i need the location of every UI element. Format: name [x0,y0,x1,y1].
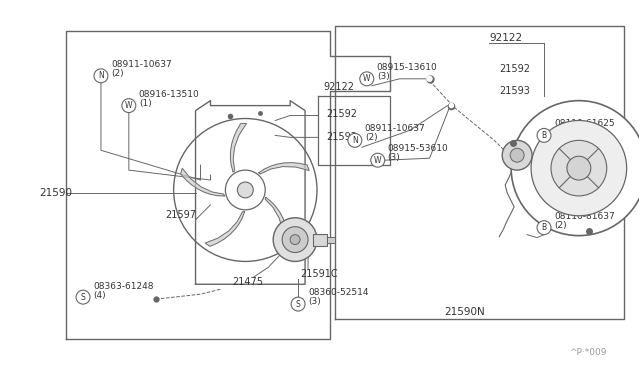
Polygon shape [259,163,309,174]
Text: (2): (2) [111,69,124,78]
Text: 92122: 92122 [489,33,522,43]
Text: 08110-61625: 08110-61625 [554,119,614,128]
Circle shape [290,235,300,244]
Text: 21590N: 21590N [444,307,485,317]
Text: (3): (3) [308,297,321,306]
Text: 08116-81637: 08116-81637 [554,212,615,221]
Text: 08915-13610: 08915-13610 [377,63,438,72]
Circle shape [122,99,136,113]
Text: 08911-10637: 08911-10637 [365,124,426,134]
Text: 21593: 21593 [499,86,530,96]
Text: 21475: 21475 [232,277,264,287]
Polygon shape [230,124,246,172]
Circle shape [531,121,627,216]
Circle shape [371,153,385,167]
Circle shape [76,290,90,304]
Text: 21593: 21593 [326,132,357,142]
Text: W: W [363,74,371,83]
Circle shape [237,182,253,198]
Text: (2): (2) [365,133,378,142]
Text: B: B [541,131,547,140]
Text: W: W [125,101,132,110]
Text: (3): (3) [377,72,390,81]
Text: ^P·*009: ^P·*009 [569,348,607,357]
Text: (3): (3) [388,153,401,162]
Circle shape [348,134,362,147]
Circle shape [449,104,453,108]
Text: B: B [541,223,547,232]
Text: 08915-53610: 08915-53610 [388,144,449,153]
FancyBboxPatch shape [327,237,335,243]
Circle shape [291,297,305,311]
Circle shape [282,227,308,253]
Text: 21592: 21592 [499,64,530,74]
Text: 21590: 21590 [39,188,72,198]
Text: 08363-61248: 08363-61248 [93,282,154,291]
Polygon shape [265,198,288,244]
Text: S: S [296,299,300,309]
Circle shape [511,101,640,235]
Text: (4): (4) [93,291,106,300]
Text: S: S [81,293,85,302]
Polygon shape [205,212,244,246]
Text: 08911-10637: 08911-10637 [111,60,172,69]
Circle shape [225,170,265,210]
Circle shape [567,156,591,180]
Circle shape [94,69,108,83]
Text: 08360-52514: 08360-52514 [308,288,369,297]
Circle shape [502,140,532,170]
Text: W: W [374,156,381,165]
Text: 92122: 92122 [323,82,354,92]
Text: 21591C: 21591C [300,269,338,279]
FancyBboxPatch shape [313,234,327,246]
Circle shape [537,128,551,142]
Text: N: N [98,71,104,80]
Circle shape [510,148,524,162]
Text: 08916-13510: 08916-13510 [139,90,200,99]
Circle shape [273,218,317,262]
Circle shape [427,76,432,81]
Circle shape [360,72,374,86]
Text: (1): (1) [554,128,567,137]
Text: 21592: 21592 [326,109,357,119]
Text: (2): (2) [554,221,566,230]
Polygon shape [180,168,224,196]
Text: 21475: 21475 [554,155,585,165]
Circle shape [551,140,607,196]
Text: (1): (1) [139,99,152,108]
Circle shape [537,221,551,235]
Text: N: N [352,136,358,145]
Text: 21591A: 21591A [554,177,591,187]
Text: 21597: 21597 [166,210,196,220]
